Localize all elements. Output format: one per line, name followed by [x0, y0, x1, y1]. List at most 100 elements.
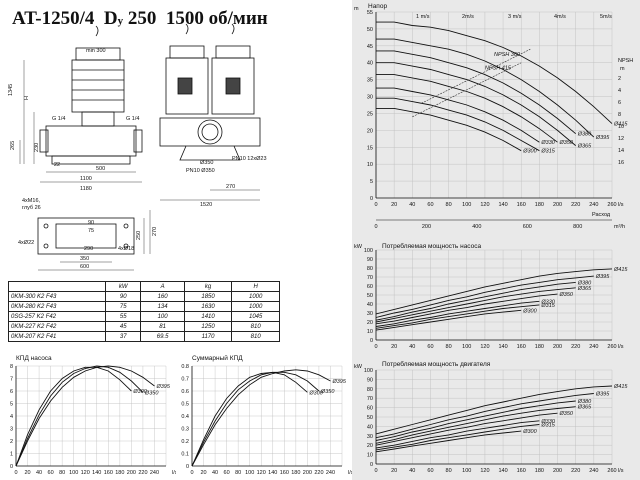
table-cell: 45 — [104, 321, 142, 332]
series-label: Ø300 — [522, 149, 537, 155]
x-tick-label: 20 — [391, 202, 397, 208]
x-tick-label: 120 — [257, 470, 266, 476]
y-tick-label: 0.1 — [181, 452, 189, 458]
table-cell: 75 — [104, 301, 142, 312]
series-line — [375, 420, 540, 449]
x-tick-label: 0 — [374, 344, 377, 350]
diameter-subscript: y — [117, 15, 124, 27]
y-tick-label: 0.3 — [181, 427, 189, 433]
spec-header: A — [140, 281, 185, 292]
dim-265: 265 — [10, 141, 16, 150]
table-cell: 1250 — [183, 321, 233, 332]
y-tick-label: 0.6 — [181, 389, 189, 395]
secondary-x-tick-label: 200 — [422, 224, 431, 230]
series-line — [191, 369, 331, 467]
velocity-label: 3 m/s — [508, 14, 522, 20]
y-tick-label: 10 — [367, 329, 373, 335]
series-label: Ø415 — [613, 267, 628, 273]
total-efficiency-chart: 0 0.1 0.2 0.3 0.4 0.5 0.6 0.7 0.8 0 20 40 60 80 100 120… — [181, 354, 352, 476]
table-cell: 81 — [140, 321, 185, 332]
dim-pn10-a: PN10 12xØ23 — [232, 156, 267, 162]
series-line — [376, 38, 595, 138]
x-tick-label: 260 — [607, 344, 616, 350]
series-label: Ø365 — [577, 144, 592, 150]
y-tick-label: 6 — [10, 389, 13, 395]
series-line — [375, 287, 576, 323]
x-tick-label: 140 — [498, 344, 507, 350]
table-cell: 1170 — [183, 331, 233, 342]
x-tick-label: 20 — [391, 468, 397, 474]
series-label: Ø315 — [540, 423, 555, 429]
y-tick-label: 60 — [367, 406, 373, 412]
series-label: Ø330 — [540, 419, 555, 425]
series-line — [15, 365, 144, 467]
table-cell: 37 — [104, 331, 142, 342]
series-label: Ø315 — [540, 149, 555, 155]
dim-500: 500 — [96, 166, 105, 172]
dim-350-base: 350 — [80, 256, 89, 262]
x-tick-label: 40 — [409, 202, 415, 208]
series-label: Ø395 — [331, 379, 346, 385]
table-cell: 1000 — [231, 301, 280, 312]
y-tick-label: 70 — [367, 275, 373, 281]
y-tick-label: 40 — [367, 61, 373, 67]
table-cell: 810 — [231, 331, 280, 342]
dim-h: H — [24, 96, 30, 100]
dim-pn10-b: PN10 Ø350 — [186, 168, 215, 174]
y-tick-label: 1 — [10, 452, 13, 458]
y-tick-label: 55 — [367, 10, 373, 16]
dim-4x18: 4xØ18 — [118, 246, 134, 252]
right-panel: 0 5 10 15 20 25 30 35 40 45 50 55 0 20 40 60 80 100 120 140… — [352, 0, 640, 480]
x-tick-label: 220 — [571, 344, 580, 350]
table-cell: 1000 — [231, 291, 280, 302]
series-label: Ø300 — [522, 429, 537, 435]
series-label: Ø350 — [320, 389, 335, 395]
table-row: 0KM-280 K2 F43 75 134 1630 1000 — [8, 301, 280, 312]
table-row: 0KM-207 K2 F41 37 69.5 1170 810 — [8, 331, 280, 342]
x-tick-label: 40 — [36, 470, 42, 476]
table-cell: 0SG-257 K2 F42 — [8, 311, 106, 322]
npsh-tick-label: 16 — [618, 160, 624, 166]
npsh-series-label: NPSH 360 — [494, 52, 521, 58]
y-tick-label: 4 — [10, 414, 13, 420]
y-tick-label: 0 — [370, 196, 373, 202]
y-tick-label: 30 — [367, 95, 373, 101]
x-tick-label: 240 — [589, 468, 598, 474]
series-label: Ø350 — [559, 292, 574, 298]
y-tick-label: 5 — [370, 179, 373, 185]
x-tick-label: 120 — [480, 344, 489, 350]
x-tick-label: 180 — [115, 470, 124, 476]
series-line — [375, 300, 540, 327]
left-panel: AT-1250/4 Dy 250 1500 об/мин — [8, 8, 352, 476]
series-label: Ø395 — [595, 392, 610, 398]
y-tick-label: 20 — [367, 320, 373, 326]
series-label: Ø350 — [559, 140, 574, 146]
series-label: Ø380 — [577, 280, 592, 286]
y-tick-label: 50 — [367, 27, 373, 33]
spec-header: kg — [183, 281, 233, 292]
table-cell: 1045 — [231, 311, 280, 322]
x-tick-label: 200 — [127, 470, 136, 476]
x-tick-label: 0 — [190, 470, 193, 476]
series-line — [15, 365, 155, 467]
x-tick-label: 80 — [59, 470, 65, 476]
diameter-symbol: D — [103, 8, 118, 29]
y-tick-label: 3 — [10, 427, 13, 433]
series-label: Ø380 — [577, 399, 592, 405]
x-tick-label: 120 — [480, 468, 489, 474]
series-label: Ø395 — [595, 135, 610, 141]
npsh-label: NPSH — [618, 58, 633, 64]
secondary-x-tick-label: 600 — [523, 224, 532, 230]
y-tick-label: 30 — [367, 311, 373, 317]
x-tick-label: 20 — [24, 470, 30, 476]
dim-g14-a: G 1/4 — [52, 116, 65, 122]
model-name: AT-1250/4 — [12, 8, 95, 29]
series-line — [375, 424, 540, 451]
y-tick-label: 45 — [367, 44, 373, 50]
x-tick-label: 140 — [498, 202, 507, 208]
x-axis-label: l/s — [348, 470, 352, 476]
chart-title: Суммарный КПД — [192, 354, 243, 362]
series-line — [375, 309, 522, 331]
dim-290: 290 — [84, 246, 93, 252]
x-tick-label: 220 — [571, 202, 580, 208]
